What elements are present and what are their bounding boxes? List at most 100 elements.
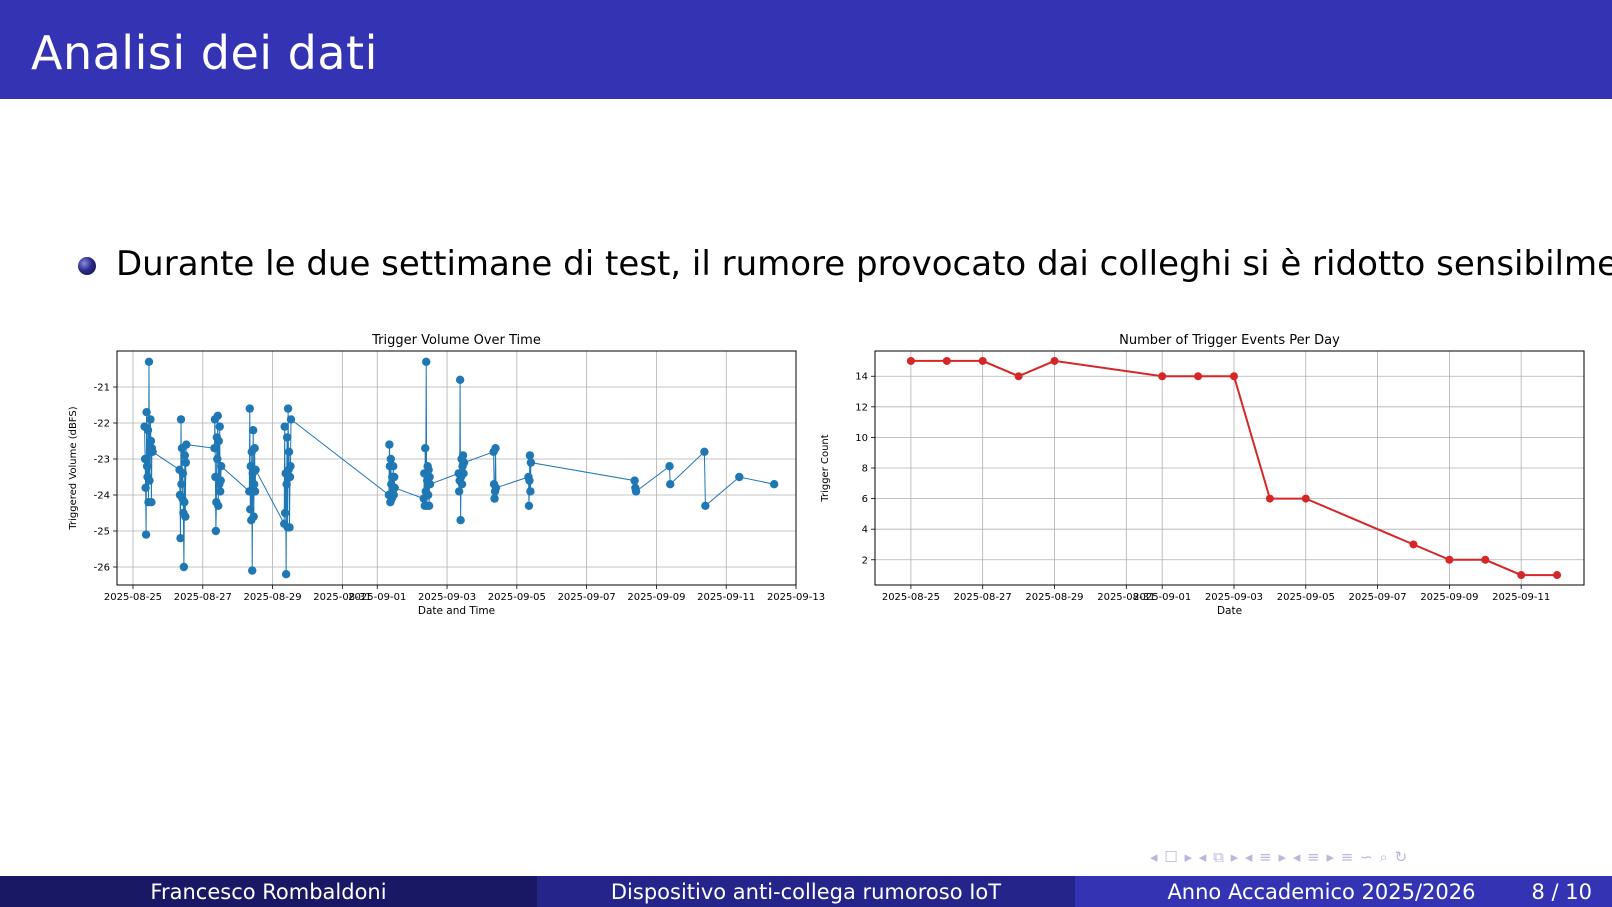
x-tick-label: 2025-09-09 <box>627 592 685 603</box>
x-tick-label: 2025-09-03 <box>418 592 476 603</box>
data-point <box>1158 372 1167 381</box>
data-point <box>179 562 189 572</box>
data-point <box>389 490 398 500</box>
data-point <box>526 487 535 496</box>
data-point <box>421 444 430 453</box>
data-point <box>285 472 295 482</box>
x-tick-label: 2025-09-05 <box>488 592 546 603</box>
data-point <box>216 476 225 485</box>
x-axis-label: Date <box>1217 605 1242 617</box>
data-point <box>389 462 398 471</box>
data-point <box>180 498 189 507</box>
data-point <box>424 501 434 510</box>
data-point <box>456 516 465 525</box>
x-tick-label: 2025-08-25 <box>882 592 940 603</box>
data-point <box>701 501 710 510</box>
data-point <box>458 451 468 460</box>
data-point <box>424 465 433 474</box>
x-tick-label: 2025-09-01 <box>348 592 406 603</box>
data-point <box>181 458 191 467</box>
y-tick-label: -21 <box>94 383 110 394</box>
footer-author: Francesco Rombaldoni <box>0 876 537 907</box>
data-point <box>250 487 260 496</box>
bullet-text: Durante le due settimane di test, il rum… <box>116 244 1612 284</box>
data-point <box>454 487 464 496</box>
x-axis-label: Date and Time <box>418 605 495 617</box>
slide-header: Analisi dei dati <box>0 0 1612 99</box>
data-point <box>526 458 536 467</box>
data-point <box>280 508 290 518</box>
data-point <box>1265 494 1274 503</box>
data-point <box>251 465 260 474</box>
data-point <box>141 483 150 492</box>
chart-title: Number of Trigger Events Per Day <box>1119 333 1340 348</box>
data-point <box>286 415 296 424</box>
data-point <box>386 454 396 464</box>
data-point <box>457 480 467 489</box>
data-point <box>1481 555 1490 564</box>
data-point <box>248 566 257 575</box>
data-point <box>146 415 155 424</box>
data-point <box>148 447 157 456</box>
x-tick-label: 2025-09-07 <box>1349 592 1407 603</box>
y-tick-label: 10 <box>855 433 868 444</box>
data-point <box>455 375 465 384</box>
footer-author-text: Francesco Rombaldoni <box>150 879 387 904</box>
data-point <box>1194 372 1203 381</box>
data-point <box>631 487 641 496</box>
data-point <box>1445 555 1454 564</box>
data-point <box>459 469 468 478</box>
chart-title: Trigger Volume Over Time <box>371 333 541 348</box>
y-tick-label: 12 <box>855 402 868 413</box>
trigger-volume-chart: 2025-08-25 2025-08-27 2025-08-29 2025-08-31… <box>68 333 825 617</box>
y-tick-label: 6 <box>862 494 868 505</box>
beamer-navigation-bar[interactable]: ◂ ☐ ▸ ◂ ⧉ ▸ ◂ ≡ ▸ ◂ ≡ ▸ ≡ ∽ ⌕ ↻ <box>1150 848 1409 866</box>
y-tick-label: -23 <box>94 455 110 466</box>
data-point <box>215 422 224 431</box>
y-axis-label: Triggered Volume (dBFS) <box>68 406 79 530</box>
data-point <box>285 523 294 532</box>
data-point <box>283 404 293 413</box>
data-point <box>284 447 294 456</box>
data-point <box>245 404 254 413</box>
data-point <box>248 426 258 435</box>
trigger-events-chart: 2025-08-25 2025-08-27 2025-08-29 2025-08-31… <box>820 333 1585 617</box>
data-point <box>490 494 499 503</box>
plot-frame <box>874 350 1585 586</box>
data-point <box>246 505 255 514</box>
data-point <box>491 483 501 492</box>
plot-frame <box>116 350 797 586</box>
data-point <box>143 426 153 435</box>
data-point <box>491 444 500 453</box>
x-tick-label: 2025-09-03 <box>1205 592 1263 603</box>
data-point <box>142 462 152 471</box>
x-tick-label: 2025-08-29 <box>244 592 302 603</box>
data-point <box>282 480 291 489</box>
footer-year-text: Anno Accademico 2025/2026 <box>1167 879 1476 904</box>
x-tick-label: 2025-09-13 <box>767 592 825 603</box>
data-point <box>1517 571 1526 580</box>
bullet-item: Durante le due settimane di test, il rum… <box>78 244 1612 284</box>
data-point <box>769 480 779 489</box>
data-point <box>214 501 223 510</box>
data-point <box>286 462 295 471</box>
data-point <box>144 357 154 366</box>
x-tick-label: 2025-09-09 <box>1420 592 1478 603</box>
y-tick-label: 8 <box>862 464 868 475</box>
data-point <box>180 451 190 460</box>
x-tick-label: 2025-08-25 <box>104 592 162 603</box>
data-point <box>525 451 535 460</box>
data-point <box>141 530 151 539</box>
slide-footer: Francesco Rombaldoni Dispositivo anti-co… <box>0 876 1612 907</box>
data-point <box>182 440 191 449</box>
x-tick-label: 2025-09-11 <box>1492 592 1550 603</box>
data-point <box>282 433 292 442</box>
data-point <box>425 480 435 489</box>
footer-year: Anno Accademico 2025/2026 8 / 10 <box>1075 876 1612 907</box>
data-point <box>385 440 394 449</box>
data-point <box>630 476 639 485</box>
data-point <box>176 415 186 424</box>
data-point <box>250 444 259 453</box>
data-point <box>422 357 431 366</box>
data-point <box>210 444 219 453</box>
